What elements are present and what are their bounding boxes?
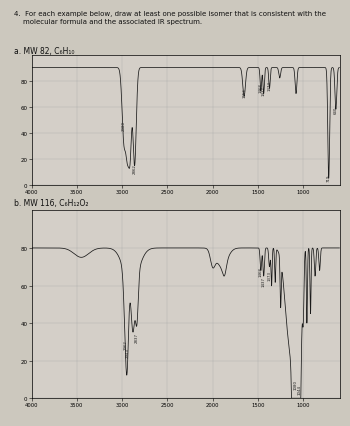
- Text: 2862: 2862: [133, 164, 136, 174]
- Text: 2837: 2837: [135, 332, 139, 342]
- Text: 1468: 1468: [259, 83, 263, 93]
- Text: 1437: 1437: [262, 86, 266, 96]
- Text: 1437: 1437: [262, 276, 266, 286]
- Text: b. MW 116, C₆H₁₂O₂: b. MW 116, C₆H₁₂O₂: [14, 198, 89, 207]
- Text: 1373: 1373: [267, 270, 272, 280]
- Text: 1080: 1080: [294, 379, 298, 389]
- Text: 719: 719: [327, 174, 331, 181]
- Text: 1653: 1653: [242, 89, 246, 98]
- Text: 4.  For each example below, draw at least one possible isomer that is consistent: 4. For each example below, draw at least…: [14, 11, 326, 17]
- Text: molecular formula and the associated IR spectrum.: molecular formula and the associated IR …: [14, 19, 202, 25]
- Text: 1373: 1373: [267, 81, 272, 90]
- Text: 2943: 2943: [125, 347, 129, 357]
- Text: a. MW 82, C₆H₁₀: a. MW 82, C₆H₁₀: [14, 47, 75, 56]
- Text: 2962: 2962: [124, 340, 127, 350]
- Text: 2980: 2980: [122, 121, 126, 131]
- Text: 1044: 1044: [297, 385, 301, 394]
- Text: 1468: 1468: [259, 267, 263, 276]
- Text: 640: 640: [334, 106, 338, 114]
